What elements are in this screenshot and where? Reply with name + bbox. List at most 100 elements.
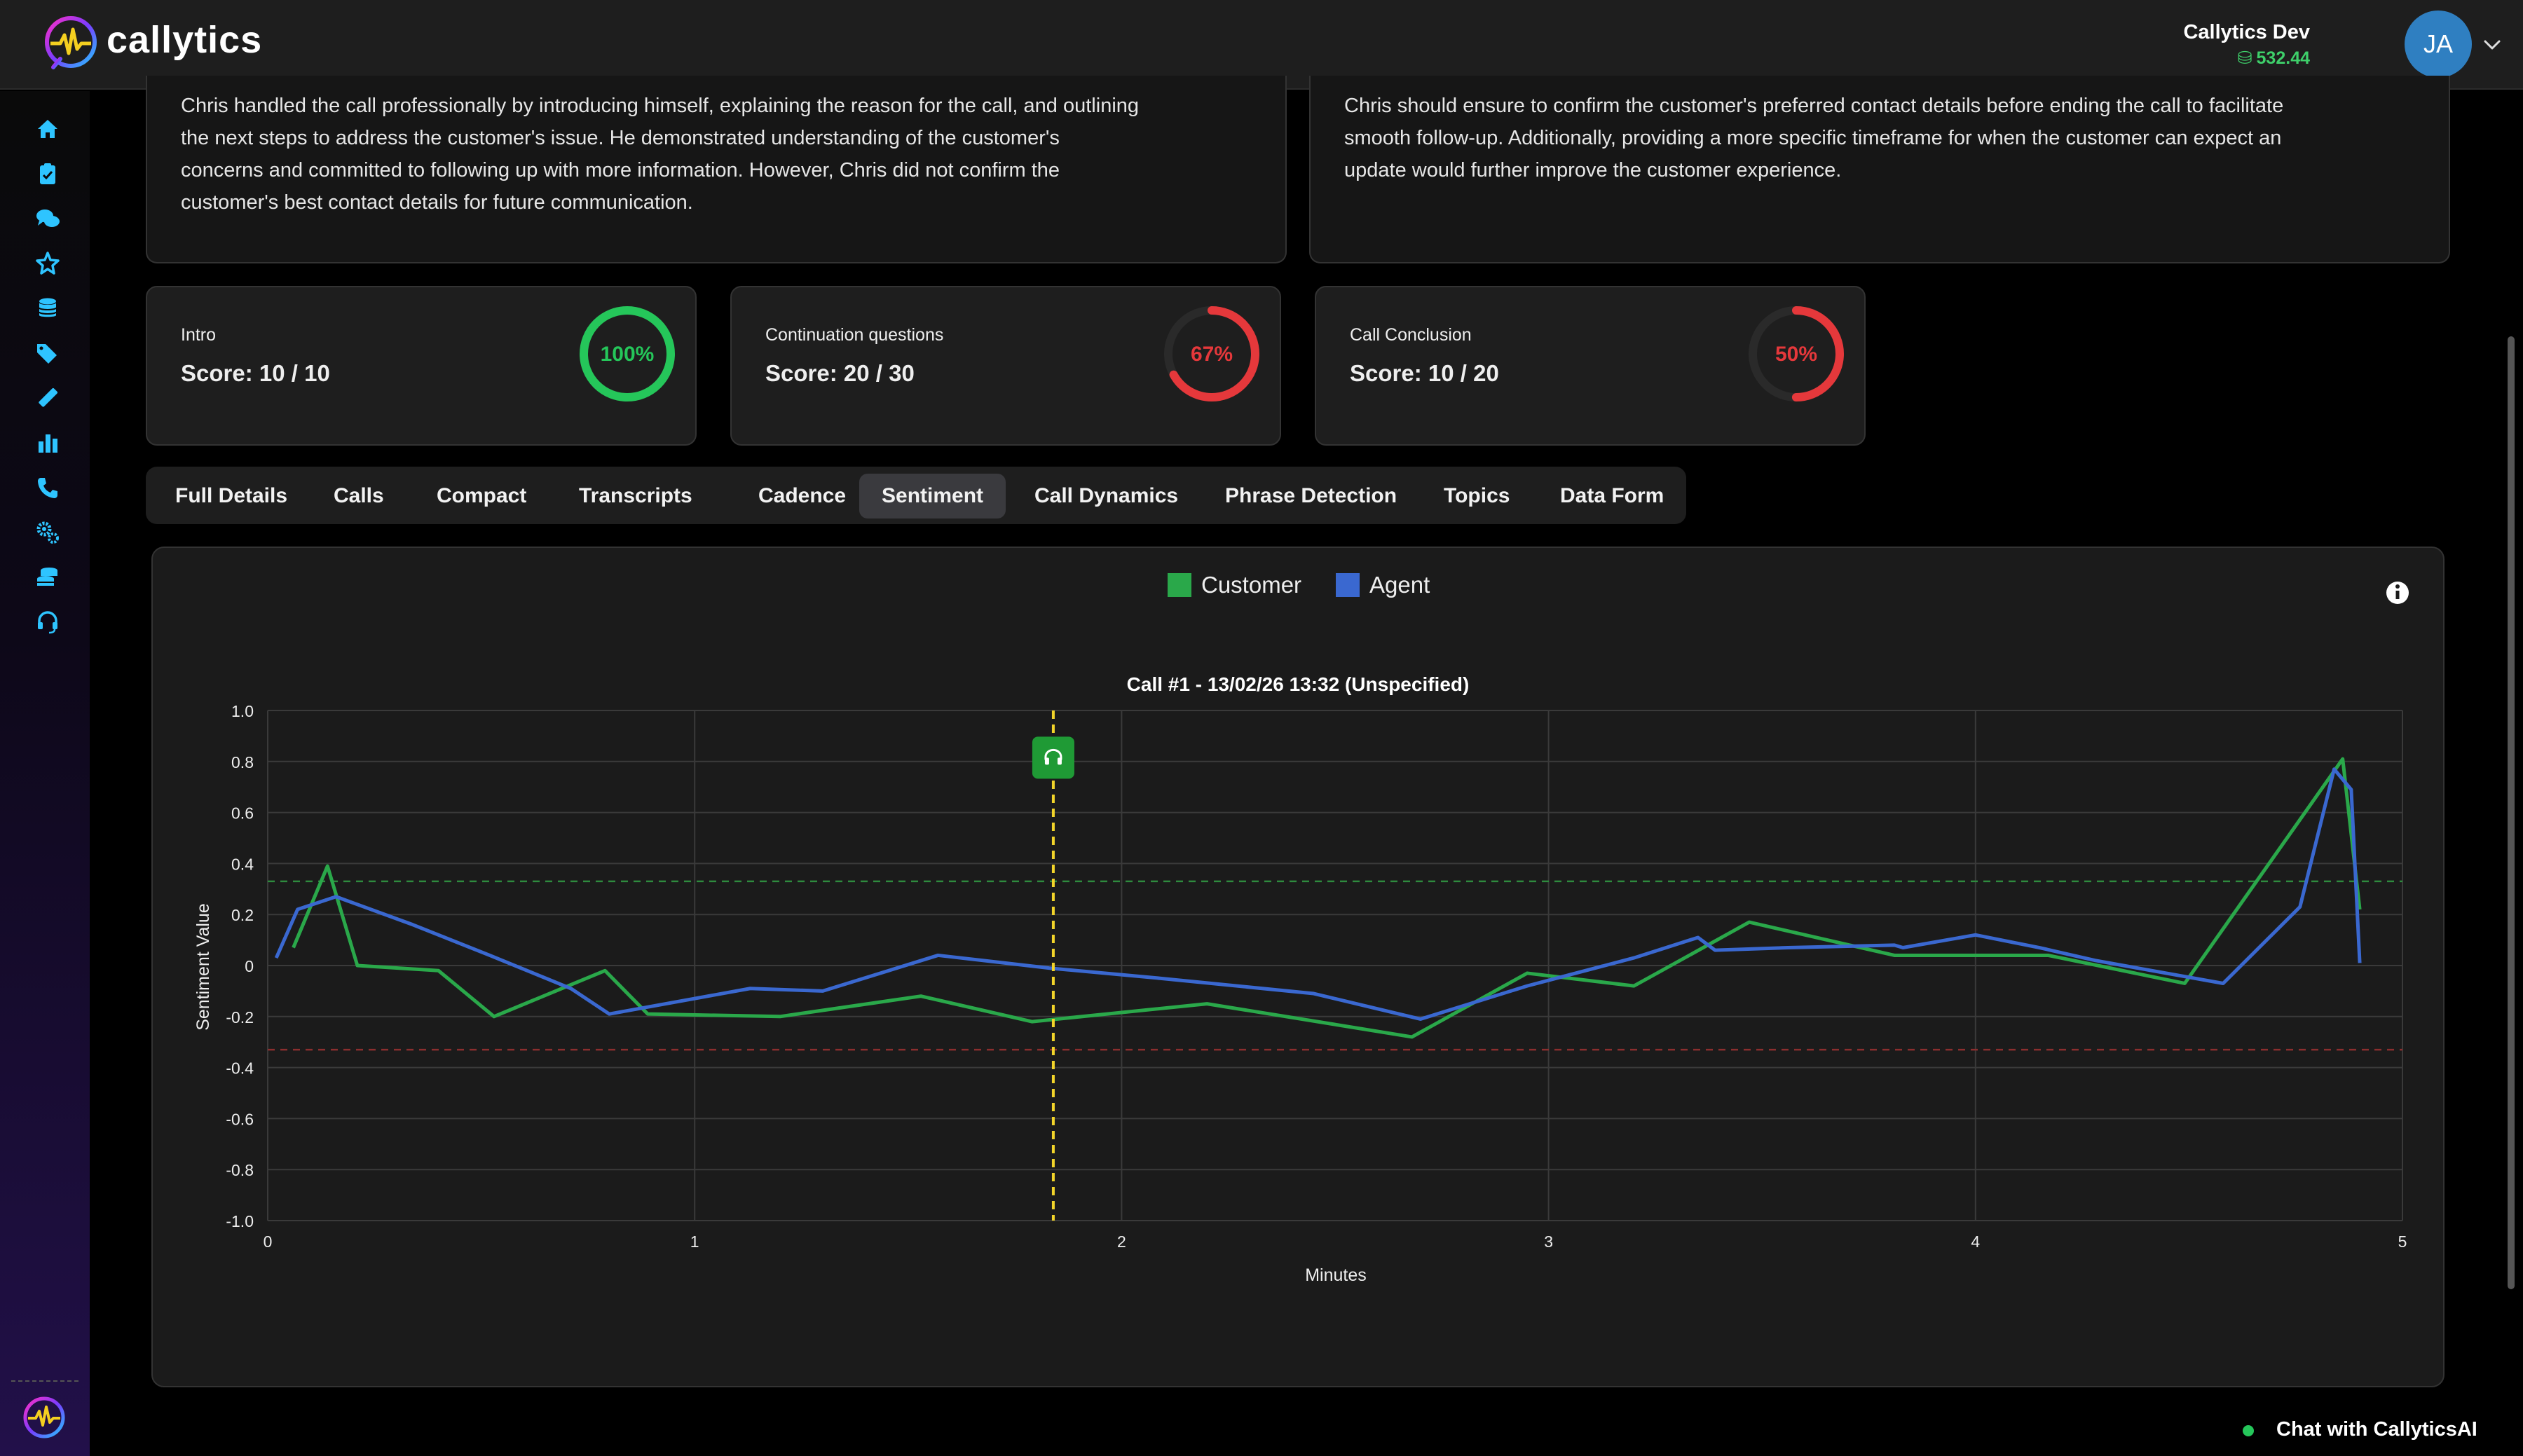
series-line-agent <box>274 767 2362 1021</box>
chat-status-dot <box>2243 1425 2254 1436</box>
y-tick-label: -1.0 <box>226 1212 254 1230</box>
bar-chart-icon[interactable] <box>35 430 60 455</box>
legend-label-agent[interactable]: Agent <box>1369 572 1430 598</box>
callytics-logo-icon[interactable] <box>41 14 101 74</box>
headset-icon <box>1044 748 1062 765</box>
summary-line: customer's best contact details for futu… <box>181 191 693 214</box>
settings-gears-icon[interactable] <box>35 520 60 545</box>
sentiment-chart: Customer Agent Call #1 - 13/02/26 13:32 … <box>193 572 2409 1285</box>
y-tick-label: -0.2 <box>226 1008 254 1026</box>
score-percent: 50% <box>1775 343 1817 366</box>
improvement-line: Chris should ensure to confirm the custo… <box>1344 95 2284 117</box>
x-axis-label: Minutes <box>1305 1265 1367 1285</box>
tab-calls[interactable]: Calls <box>334 484 384 507</box>
info-icon[interactable] <box>2386 582 2409 604</box>
summary-panel: Chris handled the call professionally by… <box>146 76 1287 263</box>
series-line-customer <box>292 757 2362 1039</box>
clipboard-check-icon[interactable] <box>35 161 60 186</box>
y-tick-label: 0.4 <box>231 855 254 873</box>
headset-icon[interactable] <box>35 610 60 635</box>
coins-icon: ⛁ <box>2237 48 2252 68</box>
improvement-panel: Chris should ensure to confirm the custo… <box>1309 76 2450 263</box>
score-card-conclusion: Call Conclusion Score: 10 / 20 50% <box>1315 286 1866 446</box>
x-tick-label: 4 <box>1971 1232 1980 1251</box>
chevron-down-icon[interactable] <box>2481 34 2503 56</box>
chart-title: Call #1 - 13/02/26 13:32 (Unspecified) <box>1127 673 1470 695</box>
tab-phrase-detection[interactable]: Phrase Detection <box>1225 484 1397 507</box>
details-tab-bar: Full Details Calls Compact Transcripts C… <box>146 467 1686 524</box>
y-tick-label: 0.2 <box>231 906 254 924</box>
x-tick-label: 5 <box>2398 1232 2407 1251</box>
score-ring: 50% <box>1749 306 1844 401</box>
score-percent: 67% <box>1191 343 1233 366</box>
improvement-line: smooth follow-up. Additionally, providin… <box>1344 127 2282 149</box>
tab-sentiment[interactable]: Sentiment <box>859 474 1006 518</box>
y-tick-label: -0.6 <box>226 1110 254 1128</box>
summary-text: Chris handled the call professionally by… <box>181 90 1139 219</box>
user-credits: ⛁ 532.44 <box>2238 48 2310 69</box>
playhead-marker-button[interactable] <box>1032 736 1074 779</box>
score-card-value: Score: 10 / 10 <box>181 360 330 386</box>
x-tick-label: 2 <box>1117 1232 1126 1251</box>
tags-icon[interactable] <box>35 341 60 366</box>
y-tick-label: 1.0 <box>231 702 254 720</box>
user-name: Callytics Dev <box>2183 21 2310 43</box>
phone-icon[interactable] <box>35 475 60 500</box>
avatar[interactable]: JA <box>2405 11 2472 78</box>
legend-swatch-agent <box>1336 573 1360 597</box>
x-tick-label: 0 <box>264 1232 273 1251</box>
tab-data-form[interactable]: Data Form <box>1560 484 1664 507</box>
coins-stack-icon[interactable] <box>35 565 60 590</box>
callytics-small-logo-icon[interactable] <box>20 1394 69 1443</box>
improvement-line: update would further improve the custome… <box>1344 159 1842 181</box>
top-bar: callytics Callytics Dev ⛁ 532.44 JA <box>0 0 2523 90</box>
star-icon[interactable] <box>35 251 60 276</box>
score-card-intro: Intro Score: 10 / 10 100% <box>146 286 697 446</box>
sidebar-divider <box>11 1380 78 1382</box>
score-ring-arc <box>1164 306 1259 401</box>
x-tick-label: 1 <box>690 1232 699 1251</box>
chart-legend: Customer Agent <box>1168 572 1430 598</box>
chat-bubbles-icon[interactable] <box>35 206 60 231</box>
home-icon[interactable] <box>35 116 60 142</box>
legend-swatch-customer <box>1168 573 1191 597</box>
tab-topics[interactable]: Topics <box>1444 484 1510 507</box>
improvement-text: Chris should ensure to confirm the custo… <box>1344 90 2283 186</box>
y-tick-label: 0.8 <box>231 753 254 771</box>
score-percent: 100% <box>601 343 655 366</box>
y-tick-label: -0.8 <box>226 1161 254 1179</box>
tab-transcripts[interactable]: Transcripts <box>579 484 692 507</box>
score-card-title: Continuation questions <box>765 325 944 345</box>
score-ring: 100% <box>580 306 675 401</box>
database-icon[interactable] <box>35 296 60 321</box>
score-card-title: Call Conclusion <box>1350 325 1472 345</box>
x-tick-label: 3 <box>1544 1232 1553 1251</box>
y-tick-label: 0 <box>245 957 254 975</box>
chart-plot-area: 1.0 0.8 0.6 0.4 0.2 0 -0.2 -0.4 -0.6 -0.8 -1.0 0 1 2 3… <box>226 702 2407 1251</box>
y-tick-label: -0.4 <box>226 1059 254 1078</box>
chat-with-ai-button[interactable]: Chat with CallyticsAI <box>2276 1418 2477 1441</box>
sidebar <box>0 91 90 1456</box>
summary-line: the next steps to address the customer's… <box>181 127 1060 149</box>
tab-cadence[interactable]: Cadence <box>758 484 847 507</box>
credits-value: 532.44 <box>2256 48 2310 68</box>
page-scrollbar[interactable] <box>2508 336 2515 1289</box>
tab-compact[interactable]: Compact <box>437 484 527 507</box>
tab-call-dynamics[interactable]: Call Dynamics <box>1034 484 1179 507</box>
score-ring: 67% <box>1164 306 1259 401</box>
score-card-title: Intro <box>181 325 217 345</box>
score-ring-arc <box>580 306 675 401</box>
legend-label-customer[interactable]: Customer <box>1201 572 1301 598</box>
y-axis-label: Sentiment Value <box>193 903 213 1031</box>
summary-line: concerns and committed to following up w… <box>181 159 1060 181</box>
score-ring-arc <box>1749 306 1844 401</box>
sentiment-chart-panel: Customer Agent Call #1 - 13/02/26 13:32 … <box>151 547 2445 1387</box>
summary-line: Chris handled the call professionally by… <box>181 95 1140 117</box>
score-card-continuation: Continuation questions Score: 20 / 30 67… <box>730 286 1281 446</box>
score-card-value: Score: 10 / 20 <box>1350 360 1499 386</box>
brand-name: callytics <box>107 19 263 61</box>
tab-full-details[interactable]: Full Details <box>175 484 288 507</box>
ruler-icon[interactable] <box>35 385 60 411</box>
y-tick-label: 0.6 <box>231 804 254 823</box>
score-card-value: Score: 20 / 30 <box>765 360 915 386</box>
